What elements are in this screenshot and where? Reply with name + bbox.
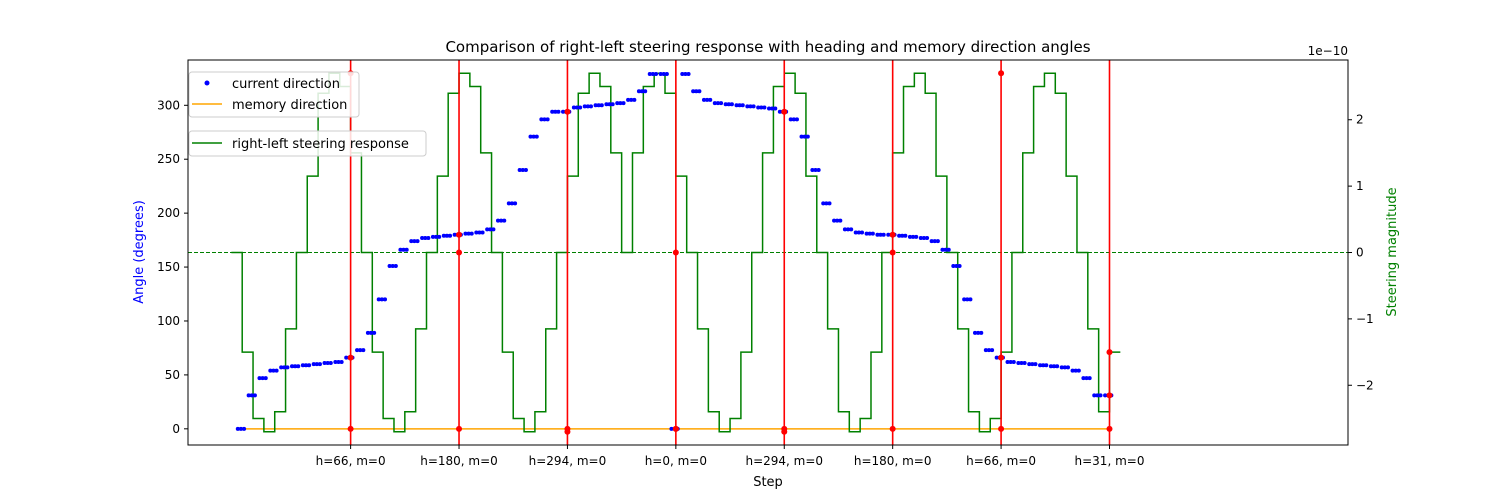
left-axis-tick-label: 150 — [157, 260, 180, 274]
legend-label-steering-response: right-left steering response — [232, 137, 409, 152]
legend-label-current-direction: current direction — [232, 77, 340, 92]
event-marker-steering — [889, 249, 896, 256]
left-axis-tick-label: 200 — [157, 206, 180, 220]
event-marker-memory — [347, 425, 354, 432]
event-marker-steering — [564, 428, 571, 435]
event-marker-heading — [456, 231, 463, 238]
right-axis-offset-text: 1e−10 — [1308, 44, 1348, 58]
event-marker-heading — [1106, 392, 1113, 399]
x-axis-tick-label: h=66, m=0 — [316, 454, 386, 468]
right-axis-tick-label: 2 — [1356, 113, 1364, 127]
x-axis-label: Step — [753, 475, 783, 490]
left-axis-tick-label: 250 — [157, 152, 180, 166]
right-axis-label: Steering magnitude — [1385, 187, 1400, 316]
right-axis-tick-label: −1 — [1356, 312, 1374, 326]
event-marker-steering — [672, 249, 679, 256]
event-marker-steering — [1106, 349, 1113, 356]
x-axis-tick-label: h=180, m=0 — [420, 454, 498, 468]
left-axis-tick-label: 0 — [172, 422, 180, 436]
legend-label-memory-direction: memory direction — [232, 98, 347, 113]
event-marker-steering — [781, 428, 788, 435]
event-marker-memory — [456, 425, 463, 432]
event-marker-heading — [781, 108, 788, 115]
left-y-axis: 0 50 100 150 200 250 300 — [157, 98, 188, 436]
right-axis-tick-label: −2 — [1356, 378, 1374, 392]
event-marker-memory — [1106, 425, 1113, 432]
legend-marker-current-direction — [204, 80, 210, 86]
right-y-axis: −2 −1 0 1 2 — [1348, 113, 1374, 392]
event-marker-heading — [564, 108, 571, 115]
event-marker-heading — [998, 354, 1005, 361]
left-axis-tick-label: 50 — [165, 368, 180, 382]
x-axis: h=66, m=0 h=180, m=0 h=294, m=0 h=0, m=0 h=2… — [316, 445, 1145, 468]
x-axis-tick-label: h=31, m=0 — [1075, 454, 1145, 468]
x-axis-tick-label: h=294, m=0 — [529, 454, 607, 468]
event-marker-memory — [998, 425, 1005, 432]
right-axis-tick-label: 1 — [1356, 179, 1364, 193]
right-axis-tick-label: 0 — [1356, 246, 1364, 260]
left-axis-tick-label: 100 — [157, 314, 180, 328]
event-marker-memory — [672, 425, 679, 432]
legend-box-1 — [188, 71, 360, 118]
event-marker-heading — [889, 231, 896, 238]
legend-steering: right-left steering response — [188, 130, 427, 157]
event-marker-heading — [347, 354, 354, 361]
legend-current-memory: current direction memory direction — [188, 71, 360, 118]
plot-area — [188, 60, 1348, 445]
x-axis-tick-label: h=294, m=0 — [745, 454, 823, 468]
x-axis-tick-label: h=66, m=0 — [966, 454, 1036, 468]
event-marker-memory — [889, 425, 896, 432]
chart-title: Comparison of right-left steering respon… — [445, 38, 1090, 56]
event-marker-steering — [456, 249, 463, 256]
x-axis-tick-label: h=0, m=0 — [645, 454, 707, 468]
left-axis-tick-label: 300 — [157, 98, 180, 112]
x-axis-tick-label: h=180, m=0 — [854, 454, 932, 468]
event-marker-steering — [998, 70, 1005, 77]
legend-box-2 — [188, 130, 427, 157]
left-axis-label: Angle (degrees) — [132, 200, 147, 304]
